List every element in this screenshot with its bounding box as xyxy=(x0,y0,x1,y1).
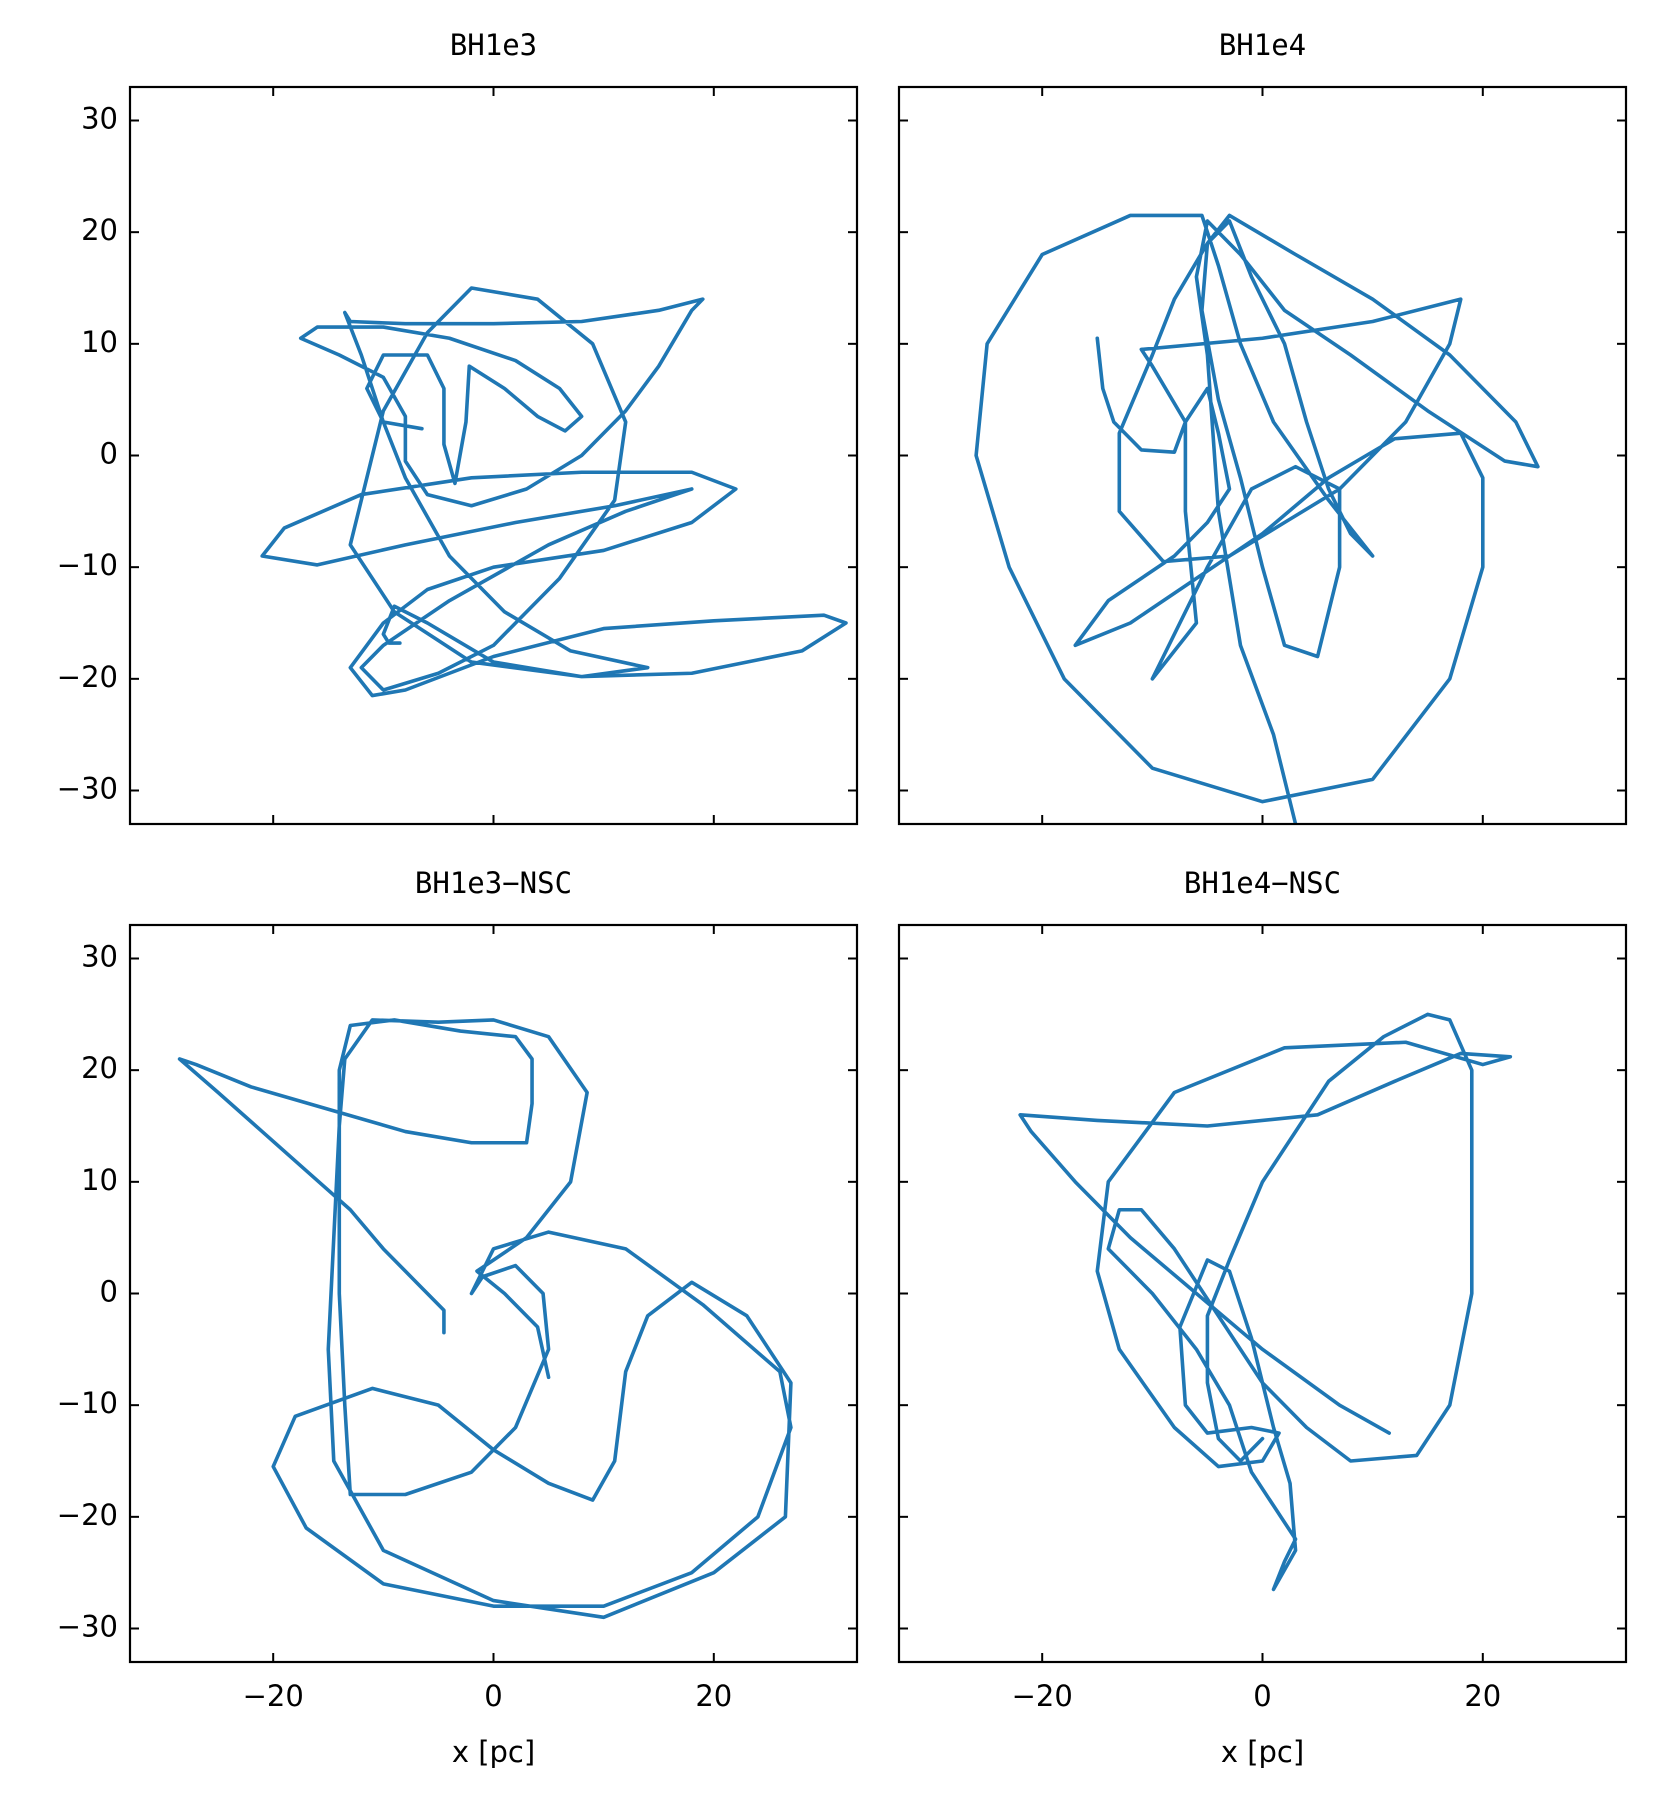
x-tick-label: 0 xyxy=(1253,1679,1271,1713)
x-tick-label: 20 xyxy=(695,1679,732,1713)
y-tick-label: −30 xyxy=(57,772,118,806)
subplot: BH1e4 xyxy=(897,28,1628,826)
axes-frame xyxy=(128,85,859,826)
x-tick-label: 0 xyxy=(484,1679,502,1713)
subplot-title: BH1e4−NSC xyxy=(1184,866,1341,900)
x-axis-label: x [pc] xyxy=(452,1735,535,1769)
y-tick-label: 0 xyxy=(100,437,118,471)
axes-frame xyxy=(897,85,1628,826)
subplot: BH1e3−NSC −20 0 20 −30 −20 −10 0 10 20 30 x [pc] xyxy=(57,866,859,1769)
trajectory xyxy=(1018,1012,1513,1592)
trajectory xyxy=(974,213,1540,824)
subplot-title: BH1e3−NSC xyxy=(415,866,572,900)
y-tick-label: 10 xyxy=(81,325,118,359)
plot-area xyxy=(1018,1012,1513,1592)
trajectory xyxy=(177,1018,793,1620)
x-axis-label: x [pc] xyxy=(1221,1735,1304,1769)
y-tick-label: −10 xyxy=(57,1386,118,1420)
y-tick-label: −30 xyxy=(57,1610,118,1644)
y-tick-label: −20 xyxy=(57,660,118,694)
y-tick-label: 30 xyxy=(81,102,118,136)
plot-area xyxy=(177,1018,793,1620)
subplot-title: BH1e3 xyxy=(450,28,537,62)
plot-area xyxy=(974,213,1540,824)
subplot-title: BH1e4 xyxy=(1219,28,1306,62)
y-tick-label: 20 xyxy=(81,1051,118,1085)
x-tick-label: −20 xyxy=(1012,1679,1073,1713)
axes-frame xyxy=(897,923,1628,1664)
subplot: BH1e4−NSC −20 0 20 x [pc] xyxy=(897,866,1628,1769)
y-tick-label: −20 xyxy=(57,1498,118,1532)
subplot: BH1e3 −30 −20 −10 0 10 20 30 xyxy=(57,28,859,826)
x-tick-label: −20 xyxy=(243,1679,304,1713)
y-tick-label: 30 xyxy=(81,940,118,974)
y-tick-label: 0 xyxy=(100,1275,118,1309)
y-tick-label: 10 xyxy=(81,1163,118,1197)
trajectory xyxy=(260,286,848,698)
axes-frame xyxy=(128,923,859,1664)
plot-area xyxy=(260,286,848,698)
y-tick-label: 20 xyxy=(81,213,118,247)
y-tick-label: −10 xyxy=(57,548,118,582)
x-tick-label: 20 xyxy=(1464,1679,1501,1713)
